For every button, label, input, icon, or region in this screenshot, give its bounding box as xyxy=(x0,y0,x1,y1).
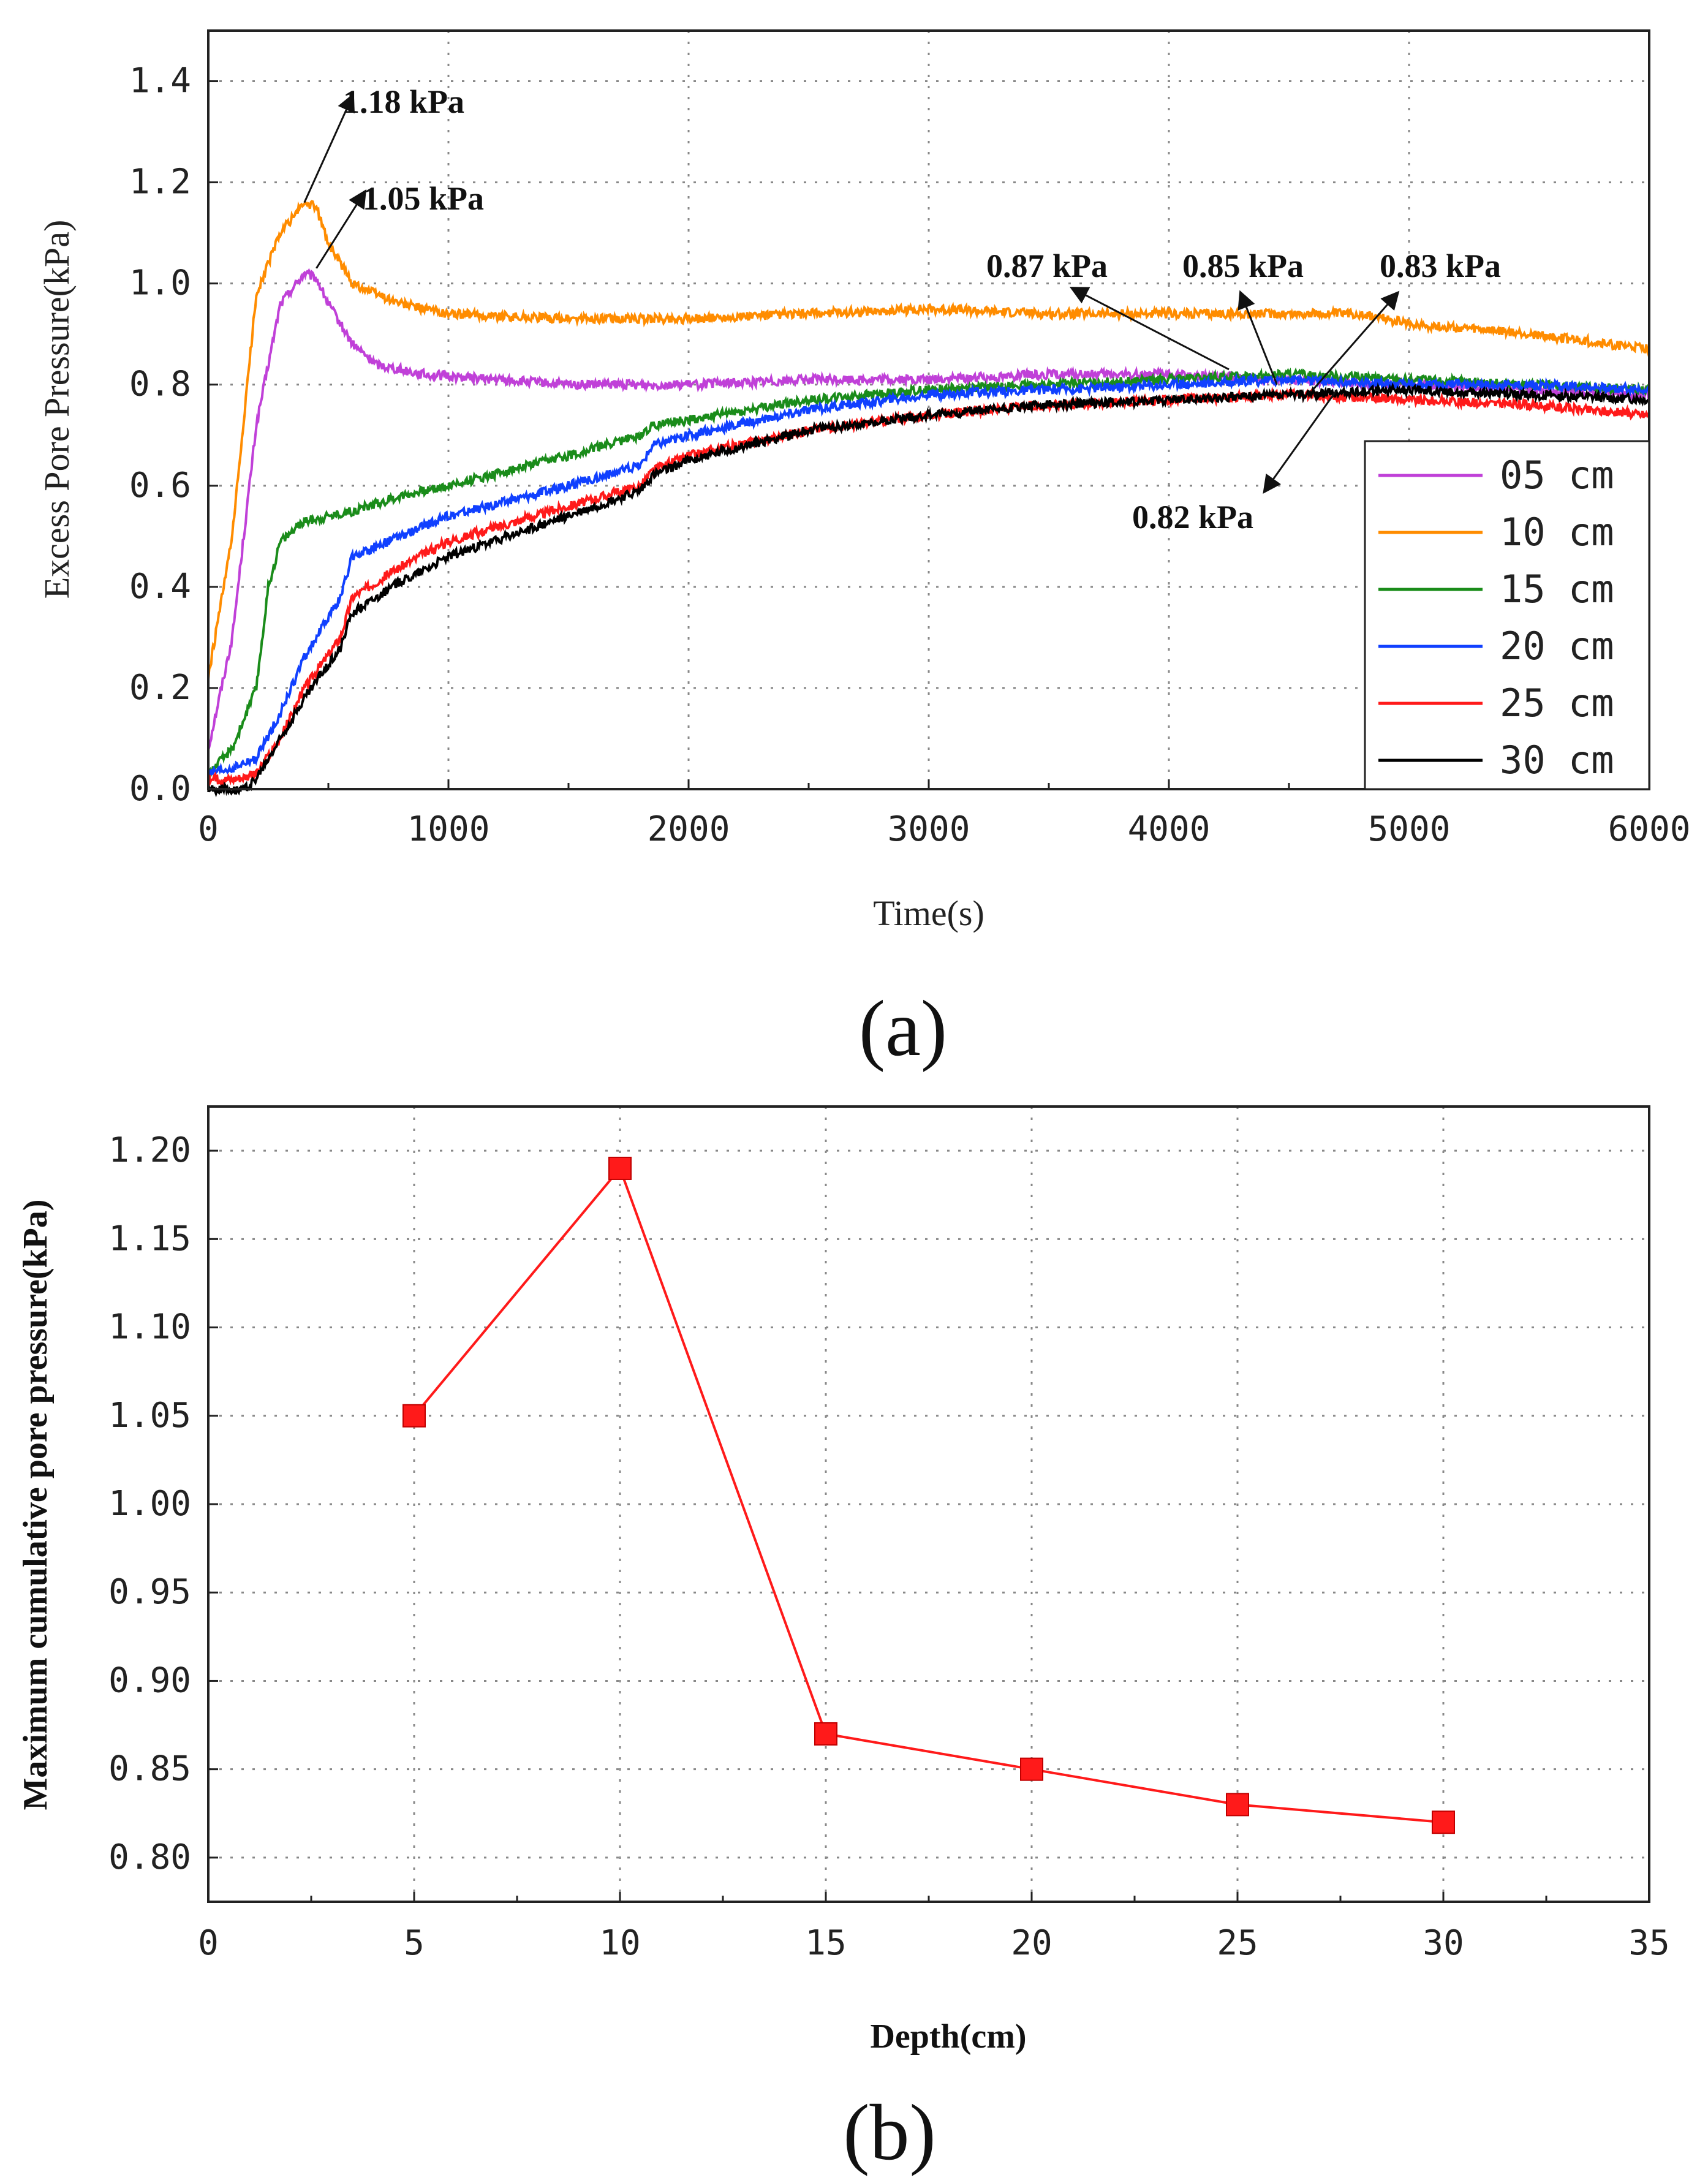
annotation-arrow xyxy=(1263,389,1338,494)
panel-b-x-tick-label: 5 xyxy=(404,1923,425,1963)
panel-a-y-tick-label: 0.0 xyxy=(129,769,191,809)
annotation-arrow xyxy=(1238,290,1278,385)
depth-point-marker xyxy=(1226,1793,1249,1817)
panel-a-y-tick-label: 0.4 xyxy=(129,567,191,607)
series-line-20-cm xyxy=(208,372,1650,777)
panel-a-x-tick-label: 5000 xyxy=(1368,809,1451,849)
panel-b-y-tick-label: 0.90 xyxy=(108,1660,191,1700)
panel-a-x-tick-label: 4000 xyxy=(1128,809,1211,849)
panel-b-x-tick-label: 20 xyxy=(1011,1923,1052,1963)
panel-b-y-tick-label: 1.10 xyxy=(108,1307,191,1347)
panel-b-series xyxy=(402,1156,1455,1834)
panel-a-series xyxy=(207,200,1650,798)
depth-point-marker xyxy=(608,1156,632,1180)
panel-b-ticks: 0 5 10 15 20 25 30 35 0.80 0.85 0.90 0.95 1.00 1.05 1.… xyxy=(108,1130,1670,1963)
panel-a-y-tick-label: 1.2 xyxy=(129,162,191,202)
legend-label: 30 cm xyxy=(1500,738,1614,782)
legend-label: 20 cm xyxy=(1500,624,1614,668)
panel-b-x-tick-label: 0 xyxy=(198,1923,219,1963)
panel-a-x-axis-label: Time(s) xyxy=(873,893,984,933)
panel-a-legend: 05 cm 10 cm 15 cm 20 cm 25 cm 30 cm xyxy=(1364,440,1650,790)
annotation-label: 1.05 kPa xyxy=(363,180,484,217)
panel-b-x-tick-label: 15 xyxy=(805,1923,846,1963)
legend-label: 05 cm xyxy=(1500,453,1614,498)
panel-b-x-tick-label: 30 xyxy=(1423,1923,1464,1963)
depth-series-line xyxy=(413,1166,1444,1824)
panel-b-y-tick-label: 1.15 xyxy=(108,1219,191,1258)
depth-point-marker xyxy=(1020,1757,1043,1781)
series-line-10-cm xyxy=(207,200,1650,679)
panel-b-grid xyxy=(208,1107,1649,1902)
panel-a-y-tick-label: 0.6 xyxy=(129,466,191,505)
panel-a-x-tick-label: 6000 xyxy=(1608,809,1691,849)
panel-b-y-tick-label: 0.85 xyxy=(108,1749,191,1789)
panel-b-chart: 0 5 10 15 20 25 30 35 0.80 0.85 0.90 0.95 1.00 1.05 1.… xyxy=(17,1105,1670,2177)
panel-a-y-tick-label: 0.8 xyxy=(129,365,191,404)
depth-point-marker xyxy=(1432,1810,1455,1834)
legend-label: 10 cm xyxy=(1500,510,1614,554)
panel-b-y-tick-label: 1.20 xyxy=(108,1130,191,1170)
panel-b-label: (b) xyxy=(843,2089,936,2177)
panel-a-y-tick-label: 0.2 xyxy=(129,668,191,708)
annotation-arrow xyxy=(316,189,367,269)
annotation-arrow xyxy=(1069,287,1230,371)
panel-a-x-tick-label: 2000 xyxy=(648,809,730,849)
panel-a-label: (a) xyxy=(859,985,947,1073)
annotation-arrow xyxy=(303,93,355,203)
legend-label: 15 cm xyxy=(1500,567,1614,611)
annotation-label: 0.82 kPa xyxy=(1132,499,1253,535)
panel-a-x-tick-label: 1000 xyxy=(407,809,490,849)
panel-b-x-tick-label: 10 xyxy=(599,1923,640,1963)
annotation-label: 0.83 kPa xyxy=(1380,248,1501,284)
panel-a-ticks: 0 1000 2000 3000 4000 5000 6000 0.0 0.2 0.4 0.6 0.8… xyxy=(129,61,1691,849)
panel-b-x-tick-label: 25 xyxy=(1217,1923,1258,1963)
legend-box xyxy=(1364,440,1650,790)
panel-b-x-axis-label: Depth(cm) xyxy=(870,2018,1026,2056)
panel-a-y-axis-label: Excess Pore Pressure(kPa) xyxy=(37,220,77,599)
panel-a-y-tick-label: 1.4 xyxy=(129,61,191,101)
panel-b-y-tick-label: 0.95 xyxy=(108,1572,191,1612)
panel-b-y-tick-label: 1.05 xyxy=(108,1396,191,1436)
annotation-label: 1.18 kPa xyxy=(343,83,464,120)
panel-b-y-axis-label: Maximum cumulative pore pressure(kPa) xyxy=(17,1199,55,1810)
panel-a-x-tick-label: 3000 xyxy=(888,809,970,849)
annotation-label: 0.87 kPa xyxy=(986,248,1108,284)
annotation-arrow xyxy=(1312,290,1400,390)
panel-a-chart: 0 1000 2000 3000 4000 5000 6000 0.0 0.2 0.4 0.6 0.8… xyxy=(37,29,1691,1073)
series-line-30-cm xyxy=(207,382,1650,798)
depth-point-marker xyxy=(814,1722,837,1746)
depth-point-marker xyxy=(402,1404,426,1428)
panel-b-x-tick-label: 35 xyxy=(1628,1923,1669,1963)
panel-a-y-tick-label: 1.0 xyxy=(129,263,191,303)
legend-label: 25 cm xyxy=(1500,681,1614,725)
panel-a-x-tick-label: 0 xyxy=(198,809,219,849)
panel-b-y-tick-label: 1.00 xyxy=(108,1484,191,1524)
annotation-label: 0.85 kPa xyxy=(1182,248,1304,284)
panel-b-y-tick-label: 0.80 xyxy=(108,1837,191,1877)
panel-a-annotations: 1.18 kPa 1.05 kPa 0.87 kPa 0.85 kPa 0.83 kPa… xyxy=(303,83,1501,535)
